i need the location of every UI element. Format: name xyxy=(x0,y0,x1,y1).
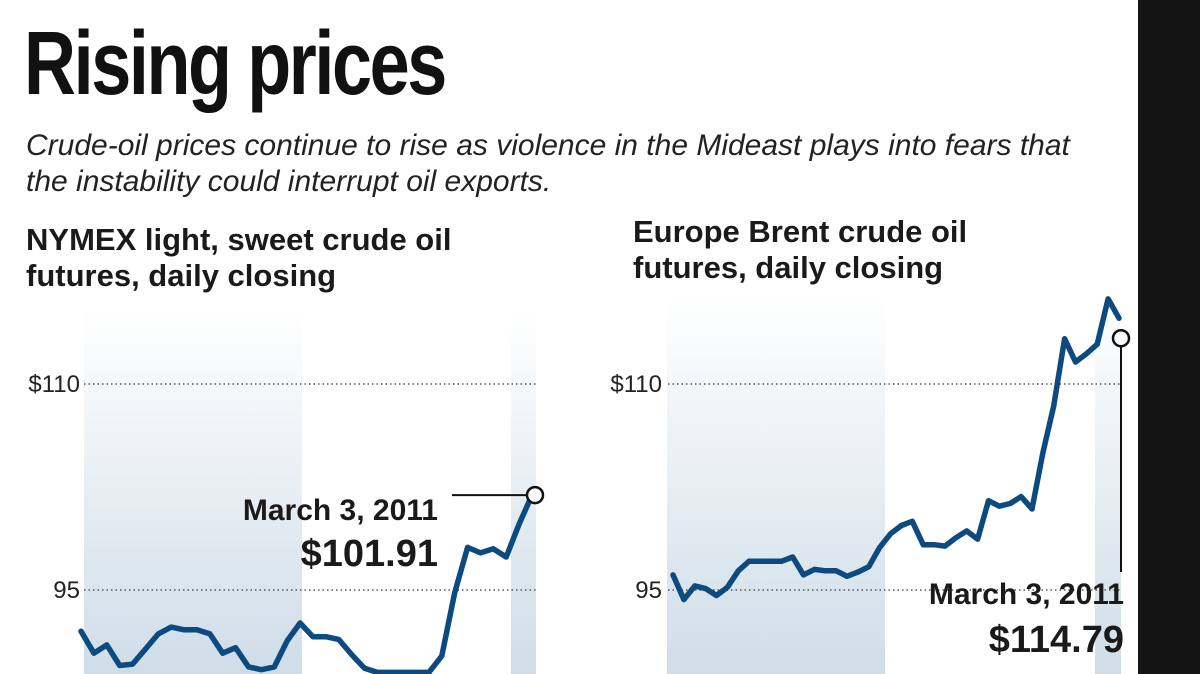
nymex-price-line xyxy=(78,492,535,674)
nymex-last-close-marker xyxy=(525,485,545,505)
chart-title-nymex: NYMEX light, sweet crude oil futures, da… xyxy=(26,222,451,294)
chart-nymex: $110 95 March 3, 2011 $101.91 xyxy=(28,308,545,674)
brent-annotation-date: March 3, 2011 xyxy=(929,578,1124,611)
nymex-y-tick-label-0: $110 xyxy=(28,371,80,398)
headline: Rising prices xyxy=(24,14,447,114)
chart-title-brent-line-1: Europe Brent crude oil xyxy=(633,214,968,249)
brent-period-band-2 xyxy=(1095,296,1121,674)
nymex-annotation-price: $101.91 xyxy=(301,533,438,575)
nymex-y-tick-label-1: 95 xyxy=(53,577,80,604)
nymex-period-band-0 xyxy=(84,308,302,674)
brent-period-band-0 xyxy=(667,296,885,674)
chart-brent: $110 95 March 3, 2011 $114.79 xyxy=(610,296,1131,674)
brent-price-line xyxy=(670,296,1122,603)
chart-title-brent: Europe Brent crude oil futures, daily cl… xyxy=(633,214,967,286)
brent-y-tick-label-1: 95 xyxy=(635,577,662,604)
nymex-annotation-date: March 3, 2011 xyxy=(243,494,438,527)
nymex-period-band-1 xyxy=(302,308,511,674)
page-edge-strip xyxy=(1138,0,1200,674)
subhead: Crude-oil prices continue to rise as vio… xyxy=(26,129,1070,198)
brent-last-close-marker xyxy=(1111,328,1131,348)
chart-title-nymex-line-1: NYMEX light, sweet crude oil xyxy=(26,222,452,257)
brent-y-tick-label-0: $110 xyxy=(610,371,662,398)
chart-title-nymex-line-2: futures, daily closing xyxy=(26,258,337,293)
chart-title-brent-line-2: futures, daily closing xyxy=(633,250,944,285)
brent-annotation-price: $114.79 xyxy=(989,619,1124,661)
